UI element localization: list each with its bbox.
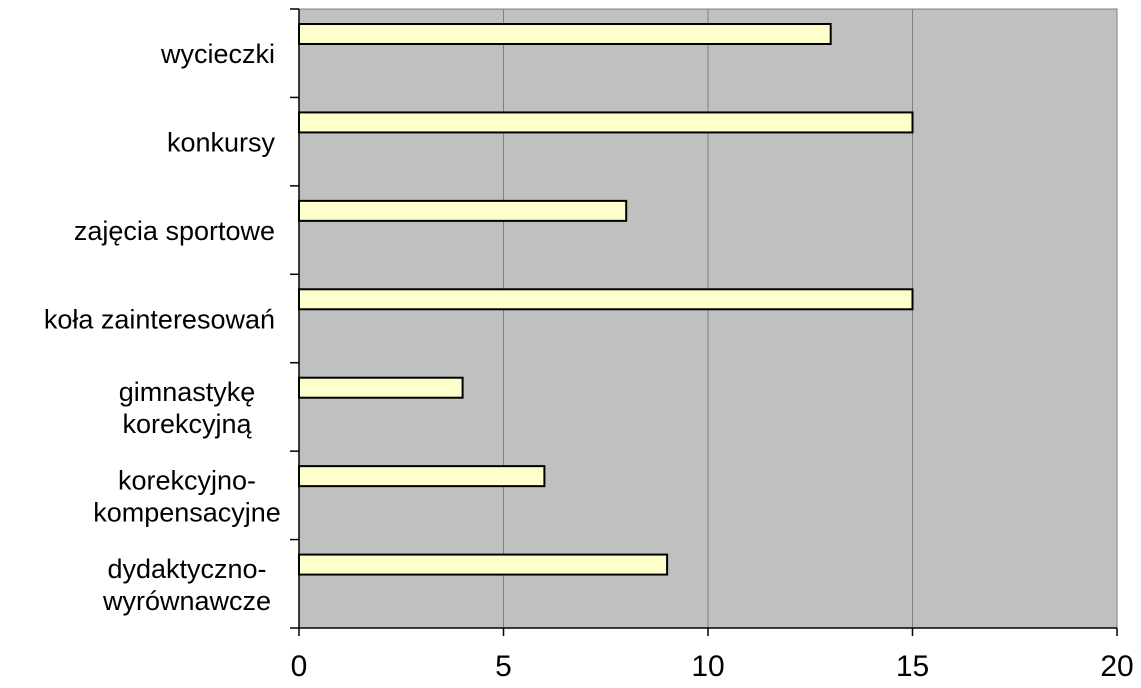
bar xyxy=(298,23,832,45)
x-tick-label: 10 xyxy=(691,650,724,683)
category-label: wyrównawcze xyxy=(102,586,271,616)
x-tick-labels: 0 5 10 15 20 xyxy=(291,650,1134,683)
category-labels: dydaktyczno-wyrównawcze korekcyjno-kompen… xyxy=(44,39,281,616)
category-label: koła zainteresowań xyxy=(44,305,275,335)
bars xyxy=(298,23,914,576)
category-label: dydaktyczno- xyxy=(107,554,266,584)
category-label: kompensacyjne xyxy=(93,497,281,527)
bar xyxy=(298,288,914,311)
x-tick-label: 20 xyxy=(1100,650,1133,683)
bar xyxy=(298,553,669,576)
bar xyxy=(298,376,464,399)
x-tick-label: 0 xyxy=(291,650,308,683)
category-label: zajęcia sportowe xyxy=(74,216,275,246)
x-tick-label: 5 xyxy=(495,650,512,683)
category-label: korekcyjno- xyxy=(118,465,256,495)
category-label: korekcyjną xyxy=(122,409,252,439)
category-label: konkursy xyxy=(167,128,276,158)
x-tick-label: 15 xyxy=(896,650,929,683)
bar xyxy=(298,111,914,134)
bar xyxy=(298,199,628,222)
category-label: gimnastykę xyxy=(119,377,256,407)
bar xyxy=(298,465,546,488)
category-label: wycieczki xyxy=(160,39,275,69)
